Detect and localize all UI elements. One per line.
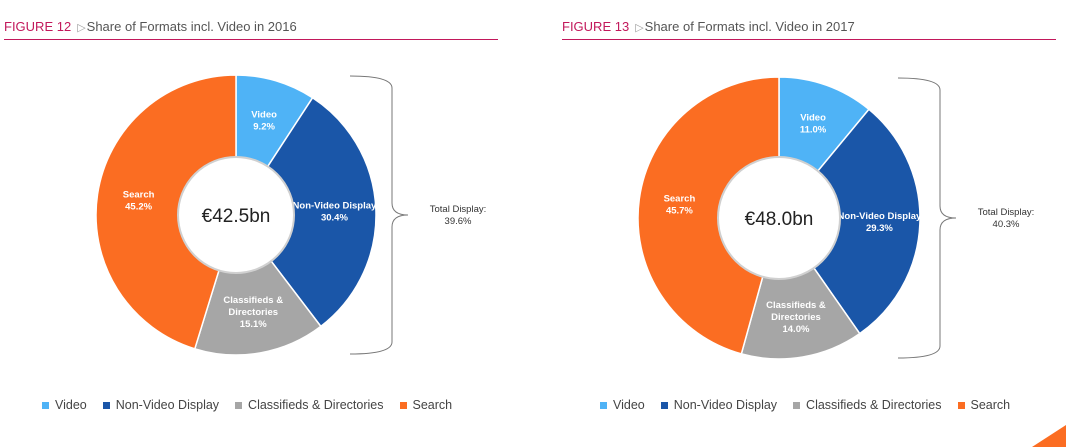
legend-item-video: Video — [600, 398, 645, 412]
slice-label-search: Search 45.7% — [664, 193, 696, 216]
legend: Video Non-Video Display Classifieds & Di… — [600, 398, 1010, 412]
legend-label: Classifieds & Directories — [806, 398, 942, 412]
legend-item-video: Video — [42, 398, 87, 412]
figure-label: FIGURE 13 — [562, 19, 630, 34]
figure-13: FIGURE 13 ▷Share of Formats incl. Video i… — [558, 0, 1058, 447]
display-total-label: Total Display: 39.6% — [430, 204, 487, 227]
slice-label-line: Video — [251, 110, 277, 121]
donut-hole — [177, 156, 295, 274]
legend-label: Search — [970, 398, 1011, 412]
slice-label-line: Classifieds & — [766, 300, 826, 311]
legend-label: Classifieds & Directories — [248, 398, 384, 412]
figure-label: FIGURE 12 — [4, 19, 72, 34]
slice-label-line: 29.3% — [866, 223, 893, 234]
figure-title: Share of Formats incl. Video in 2017 — [644, 19, 855, 34]
slice-label-line: Directories — [228, 307, 278, 318]
legend-item-non-video-display: Non-Video Display — [660, 398, 778, 412]
slice-label-line: Non-Video Display — [838, 211, 922, 222]
display-total-bracket — [349, 75, 409, 355]
donut-hole — [717, 156, 841, 280]
slice-label-classifieds-directories: Classifieds & Directories 15.1% — [223, 295, 283, 330]
center-total-label: €42.5bn — [202, 206, 271, 227]
slice-label-line: Search — [664, 193, 696, 204]
slice-label-video: Video 11.0% — [800, 112, 827, 135]
slice-label-line: 30.4% — [321, 212, 348, 223]
triangle-arrow-icon: ▷ — [635, 22, 644, 34]
legend-swatch — [957, 401, 965, 409]
legend-item-search: Search — [957, 398, 1011, 412]
legend-swatch — [793, 401, 801, 409]
slice-label-line: 15.1% — [240, 319, 267, 330]
slice-label-search: Search 45.2% — [123, 189, 155, 212]
legend-swatch — [399, 401, 407, 409]
legend-label: Non-Video Display — [673, 398, 778, 412]
legend-swatch — [42, 401, 49, 409]
display-total-line: 40.3% — [993, 219, 1020, 230]
slice-label-line: 45.2% — [125, 201, 152, 212]
slice-label-line: Non-Video Display — [293, 200, 377, 211]
legend-item-non-video-display: Non-Video Display — [102, 398, 220, 412]
slice-label-line: Search — [123, 189, 155, 200]
display-total-label: Total Display: 40.3% — [978, 207, 1035, 230]
legend-label: Video — [613, 398, 645, 412]
slice-label-non-video-display: Non-Video Display 30.4% — [293, 200, 377, 223]
display-total-bracket — [897, 77, 957, 359]
legend: Video Non-Video Display Classifieds & Di… — [42, 398, 452, 412]
slice-label-line: Classifieds & — [223, 295, 283, 306]
donut-chart-2017: Video 11.0% Non-Video Display 29.3% Classifi… — [637, 76, 1035, 360]
triangle-arrow-icon: ▷ — [77, 22, 86, 34]
display-total-line: Total Display: — [430, 204, 487, 215]
display-total-line: Total Display: — [978, 207, 1035, 218]
legend-label: Search — [412, 398, 453, 412]
legend-label: Non-Video Display — [115, 398, 220, 412]
legend-item-classifieds: Classifieds & Directories — [793, 398, 942, 412]
corner-triangle-icon — [1032, 425, 1066, 447]
slice-label-line: 14.0% — [782, 324, 809, 335]
figure-12: FIGURE 12 ▷Share of Formats incl. Video i… — [0, 0, 500, 447]
legend-item-search: Search — [399, 398, 453, 412]
legend-swatch — [102, 401, 110, 409]
figure-header: FIGURE 12 ▷Share of Formats incl. Video i… — [4, 19, 498, 40]
slice-label-video: Video 9.2% — [251, 110, 277, 133]
slice-label-line: Directories — [771, 312, 821, 323]
slice-label-line: Video — [800, 112, 826, 123]
legend-label: Video — [55, 398, 87, 412]
display-total-line: 39.6% — [445, 216, 472, 227]
legend-swatch — [600, 401, 607, 409]
slice-label-non-video-display: Non-Video Display 29.3% — [838, 211, 922, 234]
slice-label-line: 45.7% — [666, 205, 693, 216]
legend-item-classifieds: Classifieds & Directories — [235, 398, 384, 412]
legend-swatch — [660, 401, 668, 409]
figure-title: Share of Formats incl. Video in 2016 — [86, 19, 297, 34]
donut-chart-2016: Video 9.2% Non-Video Display 30.4% Classifie… — [95, 74, 487, 356]
slice-label-line: 9.2% — [253, 122, 275, 133]
slice-label-classifieds-directories: Classifieds & Directories 14.0% — [766, 300, 826, 335]
slice-label-line: 11.0% — [800, 124, 827, 135]
center-total-label: €48.0bn — [745, 209, 814, 230]
figure-header: FIGURE 13 ▷Share of Formats incl. Video i… — [562, 19, 1056, 40]
legend-swatch — [235, 401, 243, 409]
